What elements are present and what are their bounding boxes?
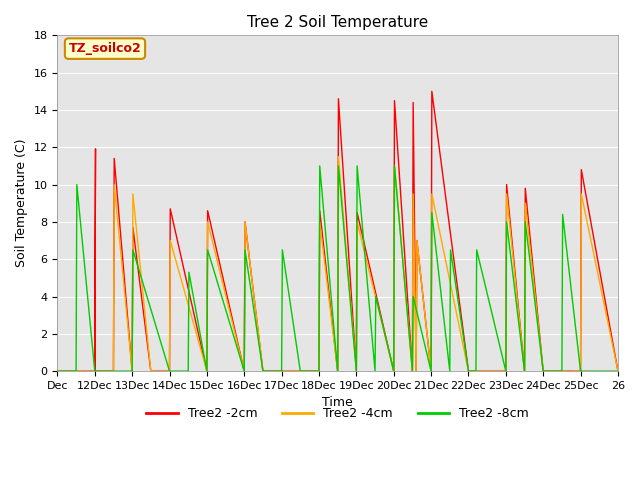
Title: Tree 2 Soil Temperature: Tree 2 Soil Temperature: [247, 15, 428, 30]
X-axis label: Time: Time: [323, 396, 353, 409]
Text: TZ_soilco2: TZ_soilco2: [68, 42, 141, 55]
Y-axis label: Soil Temperature (C): Soil Temperature (C): [15, 139, 28, 267]
Legend: Tree2 -2cm, Tree2 -4cm, Tree2 -8cm: Tree2 -2cm, Tree2 -4cm, Tree2 -8cm: [141, 402, 534, 425]
